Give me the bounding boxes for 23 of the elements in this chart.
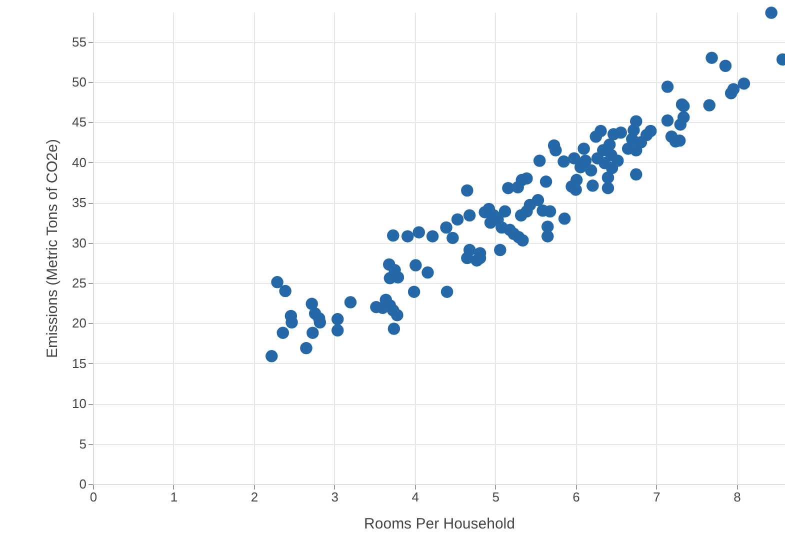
x-tick-label: 4	[412, 490, 419, 504]
y-tick-label: 50	[72, 74, 86, 90]
y-tick-label: 55	[72, 34, 86, 50]
x-tick-label: 7	[653, 490, 660, 504]
y-tick-label: 45	[72, 114, 86, 130]
x-tick-label: 6	[572, 490, 580, 504]
y-tick-label: 30	[72, 235, 86, 250]
y-tick-label: 15	[72, 356, 86, 371]
y-tick-label: 0	[79, 476, 86, 492]
y-axis-title: Emissions (Metric Tons of CO2e)	[44, 139, 62, 358]
y-tick-label: 5	[79, 436, 86, 452]
y-tick-label: 20	[72, 316, 86, 331]
x-tick-label: 2	[250, 490, 258, 504]
x-tick-label: 5	[492, 490, 500, 504]
x-tick-label: 8	[734, 490, 741, 504]
y-tick-label: 25	[72, 275, 86, 290]
x-tick-label: 0	[90, 490, 98, 504]
y-tick-label: 35	[72, 195, 86, 210]
y-tick-label: 10	[72, 396, 86, 412]
x-tick-label: 1	[170, 490, 178, 504]
y-tick-label: 40	[72, 154, 86, 170]
x-axis-title: Rooms Per Household	[364, 516, 515, 532]
x-tick-label: 3	[331, 490, 339, 504]
